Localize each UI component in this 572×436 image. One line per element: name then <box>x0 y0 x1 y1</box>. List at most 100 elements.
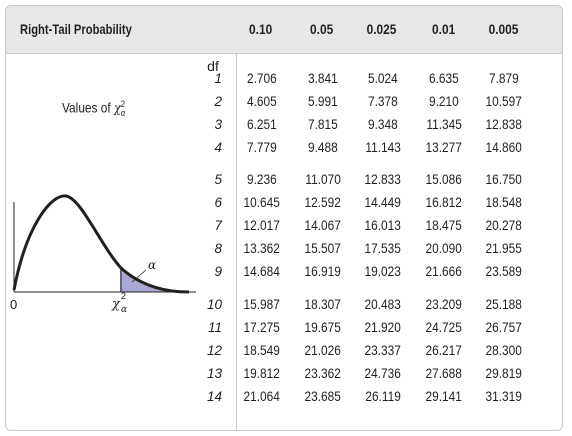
table-cell: 29.141 <box>425 389 463 404</box>
table-cell: 14.860 <box>485 140 523 155</box>
table-cell: 20.090 <box>425 241 463 256</box>
table-cell: 23.337 <box>364 343 402 358</box>
table-cell: 17.535 <box>364 241 402 256</box>
table-cell: 5.991 <box>308 94 338 109</box>
table-cell: 6.635 <box>429 71 459 86</box>
table-cell: 9.488 <box>308 140 338 155</box>
chi-square-curve-figure: α 0 χ 2 α <box>10 194 196 315</box>
table-cell: 4.605 <box>247 94 277 109</box>
critical-value-symbol: χ <box>111 297 121 312</box>
df-cell: 6 <box>214 195 222 210</box>
table-cell: 23.589 <box>485 264 523 279</box>
table-cell: 2.706 <box>247 71 277 86</box>
table-cell: 16.750 <box>485 172 523 187</box>
table-cell: 31.319 <box>485 389 523 404</box>
df-cell: 10 <box>206 297 222 312</box>
df-cell: 13 <box>206 366 222 381</box>
table-cell: 20.483 <box>364 297 402 312</box>
table-cell: 21.026 <box>304 343 342 358</box>
chi-square-table: Right-Tail Probability 0.10 0.05 0.025 0… <box>5 5 563 431</box>
table-cell: 20.278 <box>485 218 523 233</box>
df-cell: 9 <box>214 264 222 279</box>
df-cell: 1 <box>214 71 222 86</box>
column-header: 0.10 <box>249 21 273 37</box>
table-cell: 21.920 <box>364 320 402 335</box>
df-cell: 5 <box>214 172 222 187</box>
table-cell: 15.086 <box>425 172 463 187</box>
table-cell: 18.475 <box>425 218 463 233</box>
table-cell: 16.919 <box>304 264 342 279</box>
table-cell: 9.210 <box>429 94 459 109</box>
df-label: df <box>207 58 219 74</box>
table-cell: 17.275 <box>243 320 281 335</box>
critical-value-subscript: α <box>121 305 127 315</box>
table-cell: 13.362 <box>243 241 281 256</box>
table-cell: 25.188 <box>485 297 523 312</box>
df-cell: 12 <box>206 343 222 358</box>
table-cell: 24.725 <box>425 320 463 335</box>
table-cell: 7.879 <box>489 71 519 86</box>
table-cell: 11.143 <box>365 140 401 155</box>
table-cell: 27.688 <box>425 366 463 381</box>
table-cell: 23.209 <box>425 297 463 312</box>
table-cell: 12.833 <box>364 172 402 187</box>
table-cell: 23.362 <box>304 366 342 381</box>
table-cell: 21.666 <box>425 264 463 279</box>
table-cell: 16.013 <box>364 218 402 233</box>
table-cell: 9.236 <box>247 172 277 187</box>
density-curve <box>12 194 190 294</box>
table-cell: 18.548 <box>485 195 523 210</box>
table-cell: 3.841 <box>308 71 338 86</box>
column-header: 0.05 <box>310 21 334 37</box>
table-cell: 7.378 <box>368 94 398 109</box>
table-cell: 26.217 <box>425 343 463 358</box>
table-cell: 29.819 <box>485 366 523 381</box>
table-cell: 12.592 <box>304 195 342 210</box>
table-cell: 10.597 <box>485 94 523 109</box>
column-header: 0.01 <box>432 21 456 37</box>
table-cell: 18.549 <box>243 343 281 358</box>
table-cell: 24.736 <box>364 366 402 381</box>
values-of-chi-square-label: Values of χ2α <box>62 99 126 119</box>
table-cell: 21.955 <box>485 241 523 256</box>
table-cell: 7.779 <box>247 140 277 155</box>
table-cell: 15.507 <box>304 241 342 256</box>
table-cell: 14.684 <box>243 264 281 279</box>
df-cell: 3 <box>214 117 222 132</box>
table-cell: 15.987 <box>243 297 281 312</box>
table-cell: 11.345 <box>426 117 462 132</box>
table-cell: 6.251 <box>247 117 277 132</box>
df-cell: 2 <box>214 94 222 109</box>
table-cell: 19.675 <box>304 320 342 335</box>
df-cell: 11 <box>207 320 222 335</box>
table-cell: 19.812 <box>243 366 281 381</box>
table-cell: 7.815 <box>308 117 338 132</box>
table-cell: 21.064 <box>243 389 281 404</box>
table-cell: 14.067 <box>304 218 342 233</box>
origin-label: 0 <box>10 297 17 312</box>
table-cell: 16.812 <box>425 195 463 210</box>
table-cell: 12.017 <box>243 218 281 233</box>
right-tail-area <box>120 266 189 292</box>
table-cell: 14.449 <box>364 195 402 210</box>
df-cell: 7 <box>214 218 222 233</box>
right-tail-probability-heading: Right-Tail Probability <box>20 21 132 37</box>
table-cell: 26.757 <box>485 320 523 335</box>
table-cell: 11.070 <box>305 172 341 187</box>
alpha-pointer <box>131 269 147 283</box>
df-cell: 14 <box>206 389 222 404</box>
table-cell: 26.119 <box>365 389 401 404</box>
table-cell: 13.277 <box>425 140 463 155</box>
table-cell: 19.023 <box>364 264 402 279</box>
df-cell: 8 <box>214 241 222 256</box>
column-divider <box>236 54 237 430</box>
table-cell: 5.024 <box>368 71 398 86</box>
table-cell: 18.307 <box>304 297 342 312</box>
column-header: 0.005 <box>489 21 519 37</box>
df-cell: 4 <box>214 140 222 155</box>
critical-value-superscript: 2 <box>121 291 126 301</box>
table-cell: 28.300 <box>485 343 523 358</box>
table-cell: 23.685 <box>304 389 342 404</box>
table-cell: 10.645 <box>243 195 281 210</box>
column-header: 0.025 <box>367 21 397 37</box>
